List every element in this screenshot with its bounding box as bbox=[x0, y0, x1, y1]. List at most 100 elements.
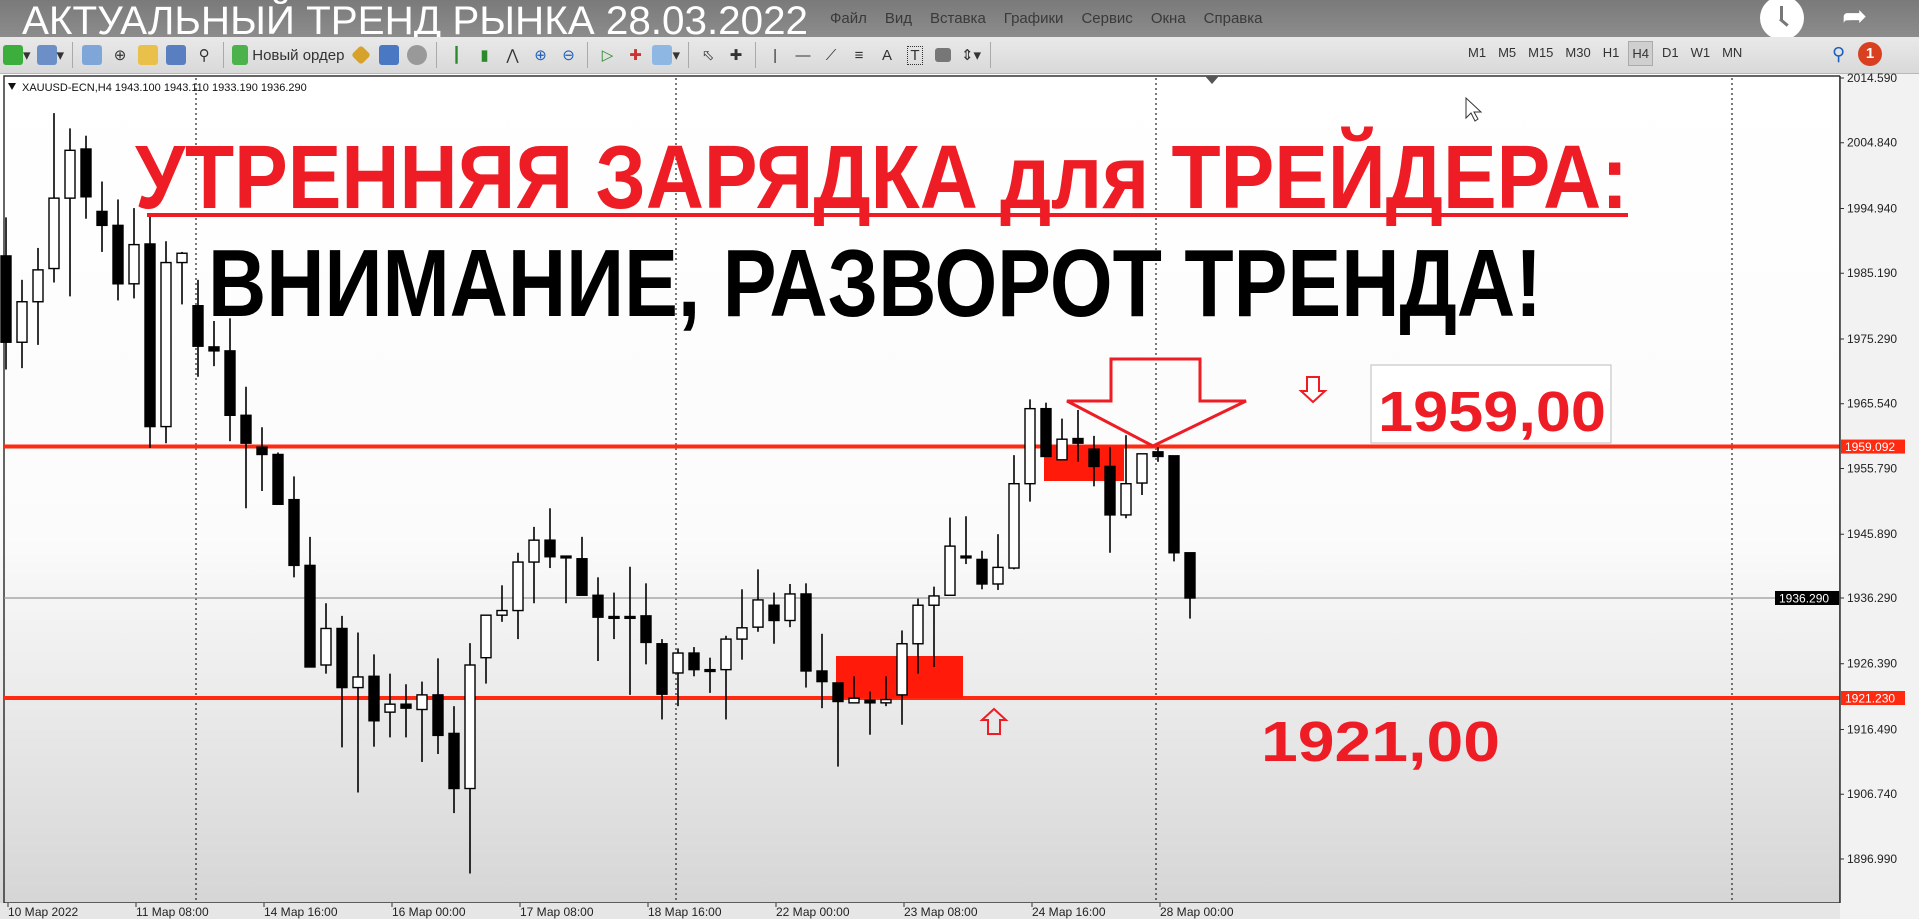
strategy-tester-button[interactable]: ⚲ bbox=[193, 42, 215, 68]
candle-body bbox=[0, 255, 12, 343]
timeframe-mn[interactable]: MN bbox=[1722, 45, 1743, 60]
indicators-button[interactable]: ▾ bbox=[652, 42, 680, 68]
candle-body bbox=[704, 668, 716, 673]
bear-candle bbox=[1152, 447, 1164, 462]
bull-candle bbox=[944, 517, 956, 596]
chart-shift-marker[interactable] bbox=[1205, 76, 1219, 84]
bull-candle bbox=[48, 113, 60, 283]
zoom-out-button[interactable]: ⊖ bbox=[557, 42, 579, 68]
signals-button[interactable] bbox=[378, 42, 400, 68]
chart-shift-button[interactable]: ✚ bbox=[624, 42, 646, 68]
bull-candle bbox=[736, 589, 748, 660]
timeframe-m30[interactable]: M30 bbox=[1565, 45, 1591, 60]
vertical-line-icon: | bbox=[773, 46, 777, 64]
video-title-bar: АКТУАЛЬНЫЙ ТРЕНД РЫНКА 28.03.2022 Файл В… bbox=[0, 0, 1919, 40]
signals-icon bbox=[379, 45, 400, 65]
candle-body bbox=[976, 558, 988, 585]
navigator-button[interactable] bbox=[137, 42, 159, 68]
zoom-in-button[interactable]: ⊕ bbox=[529, 42, 551, 68]
vps-button[interactable] bbox=[406, 42, 428, 68]
vertical-line-tool[interactable]: | bbox=[764, 42, 786, 68]
bar-chart-button[interactable]: ┃ bbox=[445, 42, 467, 68]
text-tool[interactable]: A bbox=[876, 42, 898, 68]
trendline-tool[interactable]: ⟋ bbox=[820, 42, 842, 68]
menu-item-view[interactable]: Вид bbox=[884, 10, 913, 27]
market-watch-button[interactable] bbox=[81, 42, 103, 68]
autotrading-button[interactable] bbox=[350, 42, 372, 68]
time-tick-label: 18 Мар 16:00 bbox=[648, 905, 722, 919]
menu-item-help[interactable]: Справка bbox=[1203, 10, 1263, 27]
bear-candle bbox=[832, 682, 844, 767]
timeframe-h4[interactable]: H4 bbox=[1628, 41, 1653, 66]
candle-body bbox=[560, 555, 572, 559]
candle-body bbox=[32, 269, 44, 303]
rectangle-tool[interactable] bbox=[932, 42, 954, 68]
time-axis[interactable] bbox=[0, 903, 1840, 919]
horizontal-line-tool[interactable]: — bbox=[792, 42, 814, 68]
line-chart-icon: ⋀ bbox=[506, 47, 519, 64]
menu-item-window[interactable]: Окна bbox=[1150, 10, 1186, 27]
candle-body bbox=[320, 627, 332, 666]
profiles-button[interactable]: ▾ bbox=[36, 42, 64, 68]
menu-item-charts[interactable]: Графики bbox=[1003, 10, 1064, 27]
candle-body bbox=[96, 210, 108, 227]
timeframe-m5[interactable]: M5 bbox=[1498, 45, 1517, 60]
menu-item-tools[interactable]: Сервис bbox=[1081, 10, 1133, 27]
candle-body bbox=[208, 346, 220, 352]
price-tick-label: 1896.990 bbox=[1847, 852, 1897, 866]
profiles-icon bbox=[36, 45, 57, 65]
menu-bar: Файл Вид Вставка Графики Сервис Окна Спр… bbox=[830, 10, 1263, 27]
bear-candle bbox=[224, 318, 236, 442]
bull-candle bbox=[64, 128, 76, 297]
price-tick-label: 1916.490 bbox=[1847, 722, 1897, 736]
candle-body bbox=[576, 558, 588, 596]
line-chart-button[interactable]: ⋀ bbox=[501, 42, 523, 68]
new-order-button[interactable]: Новый ордер bbox=[232, 42, 344, 68]
share-arrow-icon[interactable]: ➦ bbox=[1842, 0, 1868, 33]
horizontal-line-icon: — bbox=[795, 46, 811, 64]
bull-candle bbox=[848, 676, 860, 704]
text-label-tool[interactable]: T bbox=[904, 42, 926, 68]
arrows-tool[interactable]: ⇕ ▾ bbox=[960, 47, 982, 64]
timeframe-bar: M1 M5 M15 M30 H1 H4 D1 W1 MN bbox=[1462, 41, 1748, 66]
timeframe-h1[interactable]: H1 bbox=[1602, 45, 1620, 60]
fibonacci-tool[interactable]: ≡ bbox=[848, 42, 870, 68]
autoscroll-button[interactable]: ▷ bbox=[596, 42, 618, 68]
candle-body bbox=[336, 627, 348, 689]
timeframe-m1[interactable]: M1 bbox=[1468, 45, 1487, 60]
cursor-tool[interactable]: ⬁ bbox=[697, 42, 719, 68]
timeframe-w1[interactable]: W1 bbox=[1690, 45, 1711, 60]
bear-candle bbox=[800, 583, 812, 688]
resistance-label: 1959,00 bbox=[1378, 380, 1606, 444]
new-chart-button[interactable]: ▾ bbox=[3, 42, 31, 68]
candle-body bbox=[1040, 407, 1052, 458]
candle-body bbox=[960, 555, 972, 559]
candlestick-chart-button[interactable]: ▮ bbox=[473, 42, 495, 68]
chart-info-triangle-icon[interactable] bbox=[8, 83, 16, 90]
candle-body bbox=[16, 301, 28, 343]
bear-candle bbox=[1040, 402, 1052, 458]
crosshair-icon: ✚ bbox=[729, 47, 743, 64]
new-chart-icon bbox=[3, 45, 23, 65]
search-icon[interactable]: ⚲ bbox=[1832, 44, 1846, 64]
bear-candle bbox=[432, 658, 444, 754]
candle-body bbox=[224, 350, 236, 416]
notification-badge[interactable]: 1 bbox=[1858, 42, 1882, 66]
bear-candle bbox=[96, 181, 108, 252]
bear-candle bbox=[1088, 435, 1100, 487]
menu-item-file[interactable]: Файл bbox=[830, 10, 867, 27]
crosshair-tool[interactable]: ✚ bbox=[725, 42, 747, 68]
timeframe-d1[interactable]: D1 bbox=[1661, 45, 1679, 60]
timeframe-m15[interactable]: M15 bbox=[1528, 45, 1554, 60]
data-window-button[interactable]: ⊕ bbox=[109, 42, 131, 68]
watch-later-clock-icon[interactable] bbox=[1760, 0, 1804, 40]
price-axis[interactable] bbox=[1840, 74, 1919, 919]
terminal-button[interactable] bbox=[165, 42, 187, 68]
bull-candle bbox=[1008, 455, 1020, 570]
cursor-arrow-icon: ⬁ bbox=[701, 47, 715, 64]
menu-item-insert[interactable]: Вставка bbox=[930, 10, 986, 27]
chart-frame bbox=[3, 75, 1841, 904]
bear-candle bbox=[560, 555, 572, 604]
bear-candle bbox=[576, 536, 588, 596]
